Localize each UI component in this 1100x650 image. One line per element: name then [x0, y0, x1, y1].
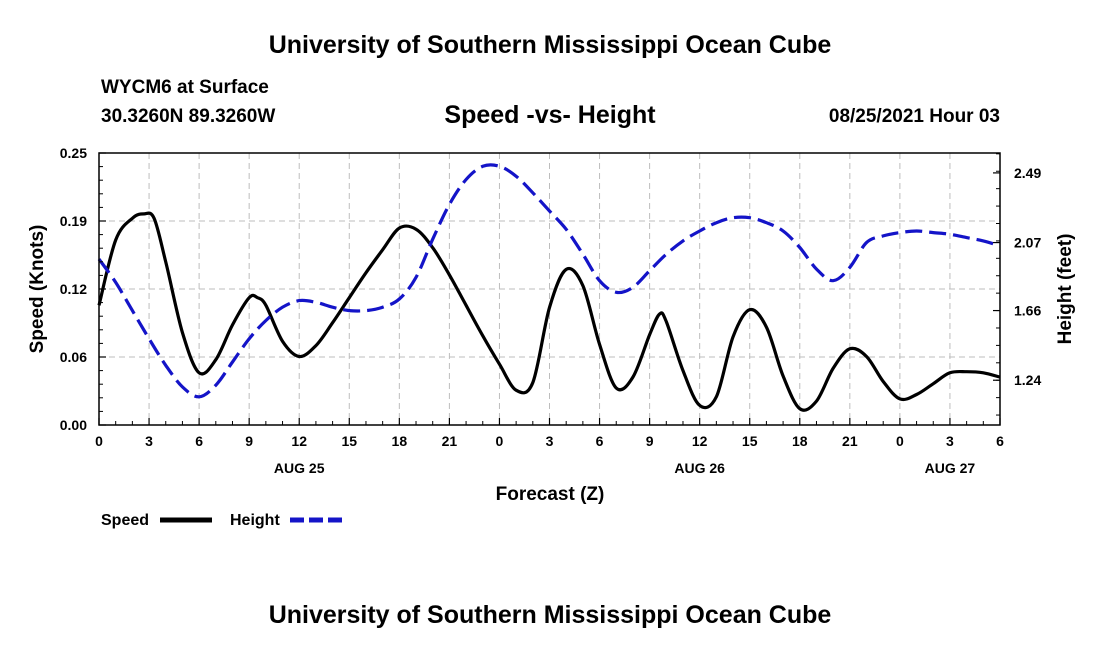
tick-layer: [98, 152, 1001, 426]
x-tick-label: 21: [442, 433, 458, 449]
right-axis-title: Height (feet): [1055, 234, 1076, 345]
day-label: AUG 27: [925, 460, 976, 476]
x-tick-label: 6: [996, 433, 1004, 449]
day-label: AUG 25: [274, 460, 325, 476]
grid-layer: [99, 153, 1000, 425]
x-tick-label: 0: [896, 433, 904, 449]
x-tick-label: 3: [546, 433, 554, 449]
series-line-height: [97, 163, 1001, 399]
x-tick-label: 6: [195, 433, 203, 449]
x-tick-label: 18: [792, 433, 808, 449]
station-label: WYCM6 at Surface: [101, 77, 269, 98]
legend-label-speed: Speed: [101, 512, 149, 529]
forecast-datetime: 08/25/2021 Hour 03: [828, 106, 1000, 127]
left-tick-label: 0.12: [60, 281, 87, 297]
right-tick-label: 2.49: [1014, 165, 1041, 181]
x-tick-label: 6: [596, 433, 604, 449]
right-tick-label: 1.66: [1014, 303, 1041, 319]
label-layer: 0 3 6 9 12 15 18 21 0 3 6 9 12 15 18 21 0 3 6 AUG 25 AUG 26 A…: [60, 145, 1042, 476]
x-axis-title: Forecast (Z): [496, 484, 605, 505]
left-axis-title: Speed (Knots): [27, 225, 48, 354]
x-tick-label: 9: [245, 433, 253, 449]
x-tick-label: 3: [946, 433, 954, 449]
chart-footer-title: University of Southern Mississippi Ocean…: [268, 601, 832, 629]
x-tick-label: 12: [291, 433, 307, 449]
chart-header-title: University of Southern Mississippi Ocean…: [268, 31, 832, 59]
series-layer: [97, 163, 1001, 412]
legend: Speed Height: [101, 512, 342, 529]
left-tick-label: 0.19: [60, 213, 87, 229]
chart-subtitle: Speed -vs- Height: [444, 101, 656, 129]
left-tick-label: 0.00: [60, 417, 87, 433]
x-tick-label: 3: [145, 433, 153, 449]
legend-label-height: Height: [230, 512, 280, 529]
right-tick-label: 2.07: [1014, 235, 1041, 251]
x-tick-label: 0: [496, 433, 504, 449]
left-tick-label: 0.25: [60, 145, 87, 161]
x-tick-label: 9: [646, 433, 654, 449]
coordinates-label: 30.3260N 89.3260W: [101, 106, 276, 127]
series-line-speed: [97, 211, 1001, 412]
x-tick-label: 15: [341, 433, 357, 449]
day-label: AUG 26: [674, 460, 725, 476]
x-tick-label: 15: [742, 433, 758, 449]
left-tick-label: 0.06: [60, 349, 87, 365]
right-tick-label: 1.24: [1014, 372, 1041, 388]
x-tick-label: 12: [692, 433, 708, 449]
x-tick-label: 18: [392, 433, 408, 449]
x-tick-label: 0: [95, 433, 103, 449]
x-tick-label: 21: [842, 433, 858, 449]
